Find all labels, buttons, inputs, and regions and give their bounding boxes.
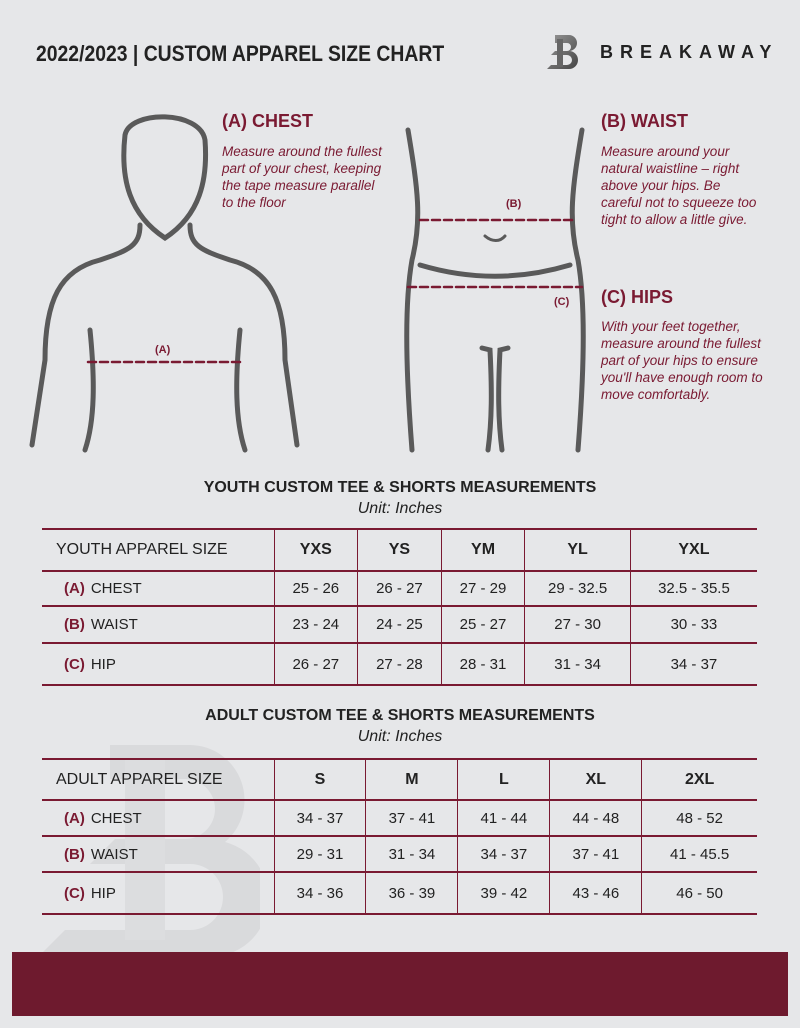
cell: 24 - 25 [357, 605, 442, 644]
row-code: (A) [64, 809, 85, 827]
cell: 26 - 27 [357, 570, 442, 607]
chest-marker: (A) [155, 344, 171, 356]
lower-body-figure [404, 127, 586, 453]
header-cell: 2XL [641, 758, 757, 801]
chest-heading: (A) CHEST [222, 111, 313, 131]
youth-size-table: YOUTH APPAREL SIZE YXS YS YM YL YXL (A) C… [42, 528, 757, 686]
table-row: (B) WAIST 23 - 24 24 - 25 25 - 27 27 - 30 30 … [42, 605, 757, 644]
cell: 29 - 32.5 [524, 570, 631, 607]
cell: 25 - 27 [440, 605, 525, 644]
cell: 26 - 27 [273, 642, 358, 686]
adult-unit: Unit: Inches [357, 728, 443, 745]
header-cell: ADULT APPAREL SIZE [42, 758, 274, 801]
cell: 36 - 39 [365, 871, 458, 915]
body-measurement-illustration [29, 114, 586, 453]
cell: 31 - 34 [365, 835, 458, 873]
header-cell: S [273, 758, 366, 801]
upper-body-figure [29, 114, 300, 453]
header-cell: M [365, 758, 458, 801]
page-title: 2022/2023 | CUSTOM APPAREL SIZE CHART [36, 41, 445, 66]
header-cell: YXL [629, 528, 757, 572]
cell: 25 - 26 [273, 570, 358, 607]
cell: 37 - 41 [365, 799, 458, 837]
row-label: HIP [90, 884, 116, 902]
table-row: (A) CHEST 34 - 37 37 - 41 41 - 44 44 - 48 48 … [42, 799, 757, 837]
waist-heading: (B) WAIST [601, 111, 688, 131]
footer-bar [12, 952, 788, 1016]
header-cell: L [457, 758, 550, 801]
table-header-row: YOUTH APPAREL SIZE YXS YS YM YL YXL [42, 528, 757, 572]
header-cell: YL [524, 528, 631, 572]
header-cell: XL [549, 758, 642, 801]
row-label: HIP [90, 655, 116, 673]
cell: 41 - 45.5 [641, 835, 757, 873]
cell: 46 - 50 [641, 871, 757, 915]
waist-instructions: Measure around your natural waistline – … [601, 144, 757, 227]
cell: 39 - 42 [457, 871, 550, 915]
table-row: (A) CHEST 25 - 26 26 - 27 27 - 29 29 - 32.5 3… [42, 570, 757, 607]
row-label: CHEST [90, 809, 142, 827]
breakaway-logo-icon [547, 35, 578, 69]
row-label: WAIST [90, 616, 138, 633]
hips-instructions: With your feet together, measure around … [601, 319, 763, 402]
cell: 43 - 46 [549, 871, 642, 915]
hips-marker: (C) [554, 296, 570, 308]
adult-table-title: ADULT CUSTOM TEE & SHORTS MEASUREMENTS [205, 707, 595, 724]
row-code: (B) [64, 845, 85, 863]
cell: 34 - 37 [273, 799, 366, 837]
table-row: (B) WAIST 29 - 31 31 - 34 34 - 37 37 - 41 41 … [42, 835, 757, 873]
adult-size-table: ADULT APPAREL SIZE S M L XL 2XL (A) CHEST… [42, 758, 757, 915]
youth-unit: Unit: Inches [357, 500, 443, 517]
cell: 34 - 37 [457, 835, 550, 873]
cell: 27 - 29 [440, 570, 525, 607]
header-cell: YS [357, 528, 442, 572]
row-code: (A) [64, 580, 85, 597]
table-row: (C) HIP 34 - 36 36 - 39 39 - 42 43 - 46 46 - … [42, 871, 757, 915]
brand-name: BREAKAWAY [600, 42, 779, 62]
cell: 34 - 36 [273, 871, 366, 915]
cell: 37 - 41 [549, 835, 642, 873]
table-header-row: ADULT APPAREL SIZE S M L XL 2XL [42, 758, 757, 801]
row-code: (C) [64, 655, 85, 673]
cell: 23 - 24 [273, 605, 358, 644]
header-cell: YM [440, 528, 525, 572]
cell: 41 - 44 [457, 799, 550, 837]
row-label: CHEST [90, 580, 142, 597]
cell: 27 - 30 [524, 605, 631, 644]
row-label: WAIST [90, 845, 138, 863]
cell: 44 - 48 [549, 799, 642, 837]
cell: 30 - 33 [629, 605, 757, 644]
cell: 34 - 37 [629, 642, 757, 686]
header-cell: YXS [273, 528, 358, 572]
chest-instructions: Measure around the fullest part of your … [222, 144, 382, 210]
row-code: (B) [64, 616, 85, 633]
header-cell: YOUTH APPAREL SIZE [42, 528, 274, 572]
row-code: (C) [64, 884, 85, 902]
youth-table-title: YOUTH CUSTOM TEE & SHORTS MEASUREMENTS [203, 479, 597, 496]
cell: 28 - 31 [440, 642, 525, 686]
cell: 48 - 52 [641, 799, 757, 837]
cell: 29 - 31 [273, 835, 366, 873]
cell: 31 - 34 [524, 642, 631, 686]
waist-marker: (B) [506, 198, 522, 210]
cell: 32.5 - 35.5 [629, 570, 757, 607]
table-row: (C) HIP 26 - 27 27 - 28 28 - 31 31 - 34 34 - … [42, 642, 757, 686]
cell: 27 - 28 [357, 642, 442, 686]
hips-heading: (C) HIPS [601, 287, 673, 307]
